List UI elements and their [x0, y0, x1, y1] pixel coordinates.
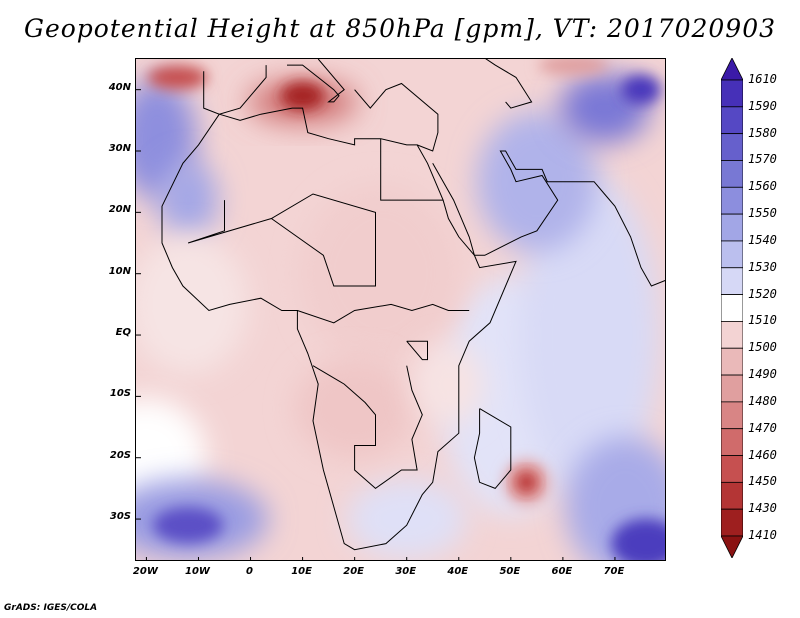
south-africa-blue [346, 479, 467, 560]
italy-coastline [287, 59, 345, 103]
sahel-borders [187, 193, 376, 287]
iberia-coastline [203, 65, 267, 115]
lat-tick-label: 30S [109, 511, 131, 523]
egypt-libya-borders [380, 138, 444, 201]
lon-tick-label: 70E [603, 566, 625, 577]
colorbar-level-label: 1510 [748, 313, 777, 328]
colorbar-swatch [721, 133, 743, 161]
colorbar-level-label: 1540 [748, 232, 777, 247]
lon-tick-label: 20E [343, 566, 365, 577]
colorbar-swatch [721, 455, 743, 483]
coastline-layer [161, 59, 665, 551]
lon-tick-label: 0 [246, 566, 253, 577]
caspian-low [538, 59, 609, 76]
lat-tick-label: 10S [109, 388, 131, 400]
height-field-layer [136, 59, 665, 560]
colorbar-swatch [721, 58, 743, 81]
arabia-india-coastline [432, 150, 665, 287]
colorbar-swatch [721, 401, 743, 430]
africa-coastline [161, 107, 517, 551]
central-borders [297, 303, 470, 324]
colorbar-level-label: 1590 [748, 98, 777, 113]
colorbar-swatch [721, 294, 743, 322]
lon-tick-label: 30E [395, 566, 417, 577]
colorbar-level-label: 1530 [748, 259, 777, 274]
lat-tick-label: 10N [108, 265, 131, 277]
map-canvas [136, 59, 665, 560]
lat-tick-label: 20S [109, 449, 131, 461]
central-africa-pink [300, 183, 461, 364]
lon-tick-label: 20W [132, 566, 158, 577]
iberia-low [147, 65, 208, 90]
colorbar-level-label: 1500 [748, 340, 777, 355]
lat-tick-label: 30N [108, 143, 131, 154]
colorbar-level-label: 1490 [748, 367, 777, 382]
colorbar [721, 58, 743, 558]
lat-tick-label: EQ [115, 327, 131, 339]
angola-pink [294, 358, 415, 459]
chart-title: Geopotential Height at 850hPa [gpm], VT:… [23, 14, 777, 43]
colorbar-swatch [721, 347, 743, 376]
colorbar-level-label: 1450 [748, 474, 777, 489]
colorbar-level-label: 1410 [748, 528, 777, 542]
middle-east-core [620, 74, 661, 105]
lat-tick-label: 40N [108, 81, 131, 93]
colorbar-level-label: 1460 [748, 447, 777, 462]
lon-tick-label: 60E [551, 566, 573, 577]
colorbar-swatch [721, 374, 743, 403]
colorbar-swatch [721, 321, 743, 349]
map-panel [135, 58, 666, 561]
lake-victoria [406, 340, 428, 361]
southern-borders [312, 365, 423, 490]
colorbar-level-label: 1570 [748, 152, 777, 167]
colorbar-swatch [721, 481, 743, 510]
colorbar-swatch [721, 186, 743, 215]
atlantic-blue [158, 160, 219, 241]
colorbar-level-label: 1610 [748, 72, 777, 86]
arabia-blue [476, 111, 597, 252]
atlantic-pink [136, 234, 249, 375]
caspian-coastline [485, 59, 533, 109]
colorbar-swatch [721, 160, 743, 188]
colorbar-swatch [721, 106, 743, 135]
colorbar-swatch [721, 508, 743, 537]
colorbar-level-label: 1470 [748, 420, 777, 435]
colorbar-swatch [721, 213, 743, 242]
colorbar-swatch [721, 428, 743, 456]
east-med-coastline [354, 82, 439, 152]
south-atlantic-core [153, 507, 224, 544]
indian-ocean-east [518, 175, 659, 496]
lat-tick-label: 20N [108, 204, 131, 216]
colorbar-level-label: 1550 [748, 206, 777, 221]
south-indian-core [611, 518, 665, 560]
lon-tick-label: 50E [499, 566, 521, 577]
med-low-core [280, 81, 325, 110]
colorbar-level-label: 1480 [748, 393, 777, 408]
colorbar-swatch [721, 267, 743, 295]
mozambique-low-core [516, 472, 537, 493]
colorbar-swatch [721, 535, 743, 558]
madagascar-coastline [473, 408, 512, 489]
colorbar-level-label: 1560 [748, 179, 777, 194]
colorbar-level-label: 1430 [748, 501, 777, 516]
colorbar-swatch [721, 79, 743, 108]
lon-tick-label: 10E [291, 566, 312, 577]
lon-tick-label: 10W [184, 566, 210, 577]
footer-credit: GrADS: IGES/COLA [4, 603, 98, 613]
east-africa-light [413, 344, 484, 425]
lon-tick-label: 40E [447, 566, 469, 577]
colorbar-swatch [721, 240, 743, 269]
colorbar-level-label: 1580 [748, 125, 777, 140]
colorbar-level-label: 1520 [748, 286, 777, 301]
